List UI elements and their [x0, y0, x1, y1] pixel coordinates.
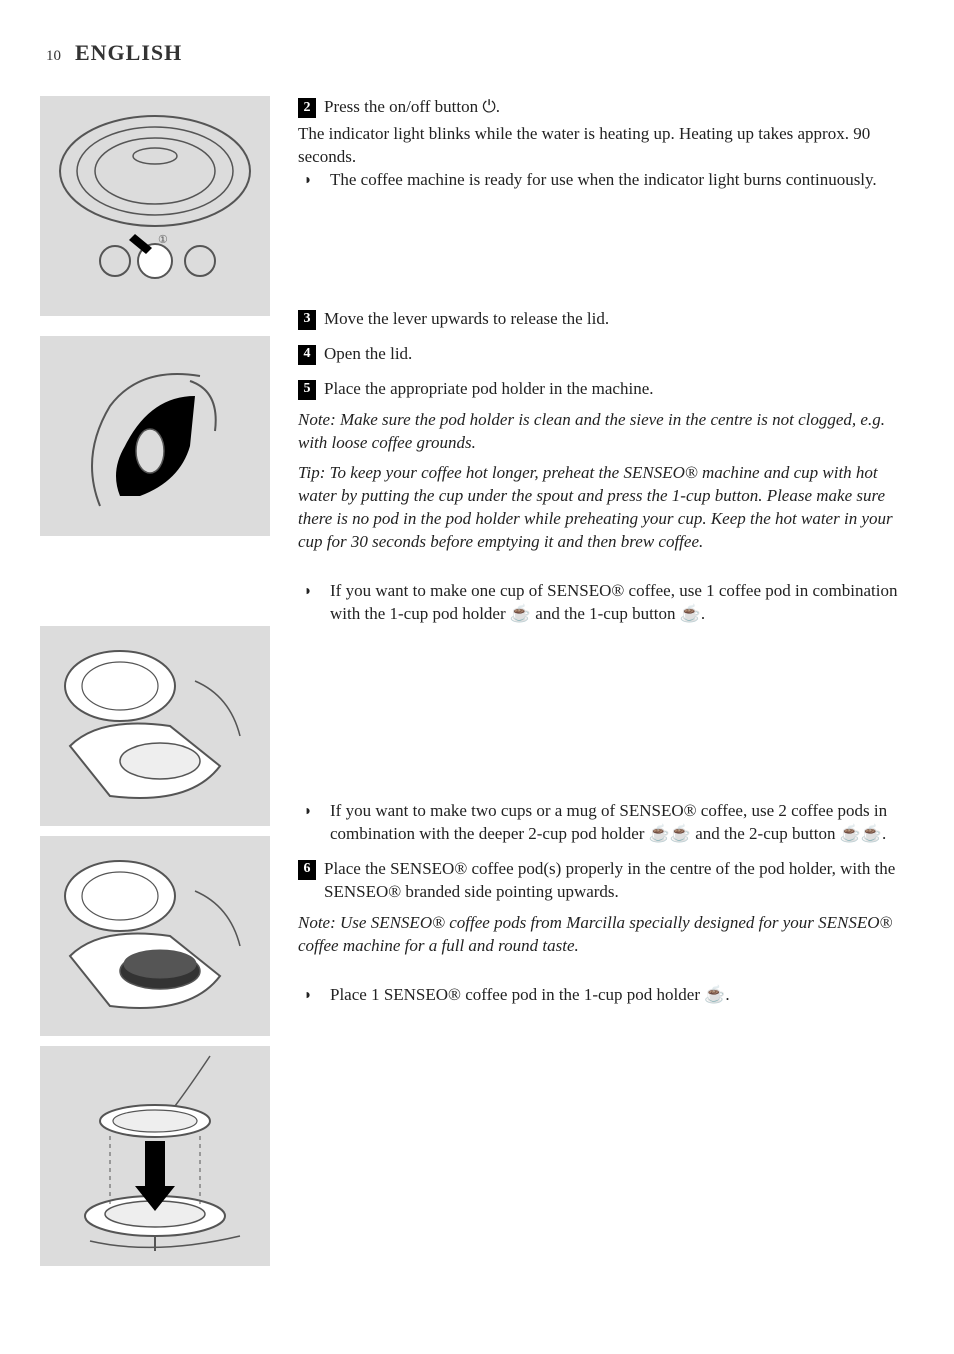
step-line: 3 Move the lever upwards to release the …	[298, 308, 904, 331]
step-number-badge: 2	[298, 98, 316, 118]
bullet-icon: ◗	[304, 987, 318, 1006]
bullet-icon: ◗	[304, 172, 318, 191]
figure-column: ①	[40, 96, 270, 1266]
step-line: 5 Place the appropriate pod holder in th…	[298, 378, 904, 401]
step-after-text: The indicator light blinks while the wat…	[298, 123, 904, 169]
figure-place-pod	[40, 1046, 270, 1266]
svg-text:①: ①	[158, 234, 168, 246]
figure-gap	[40, 826, 270, 836]
step-text: Place the SENSEO® coffee pod(s) properly…	[324, 858, 904, 904]
step-line: 6 Place the SENSEO® coffee pod(s) proper…	[298, 858, 904, 904]
bullet-text: The coffee machine is ready for use when…	[330, 169, 904, 192]
bullet-text: If you want to make one cup of SENSEO® c…	[330, 580, 904, 626]
figure-illustration-icon	[40, 836, 270, 1036]
bullet-line: ◗ The coffee machine is ready for use wh…	[298, 169, 904, 192]
figure-pod-holder-2	[40, 836, 270, 1036]
bullet-line: ◗ If you want to make two cups or a mug …	[298, 800, 904, 846]
figure-pod-holder-1	[40, 626, 270, 826]
figure-top-buttons: ①	[40, 96, 270, 316]
figure-illustration-icon	[40, 626, 270, 826]
language-title: ENGLISH	[75, 40, 182, 66]
figure-gap	[40, 536, 270, 626]
figure-gap	[40, 316, 270, 336]
figure-illustration-icon	[40, 336, 270, 536]
bullet-text: If you want to make two cups or a mug of…	[330, 800, 904, 846]
text-column: 2 Press the on/off button ⏻. The indicat…	[298, 96, 904, 1266]
tip-text: Tip: To keep your coffee hot longer, pre…	[298, 462, 904, 554]
step-number-badge: 3	[298, 310, 316, 330]
figure-illustration-icon: ①	[40, 96, 270, 316]
page-number: 10	[46, 48, 61, 65]
step-line: 2 Press the on/off button ⏻.	[298, 96, 904, 119]
bullet-icon: ◗	[304, 803, 318, 822]
step-text: Place the appropriate pod holder in the …	[324, 378, 654, 401]
manual-page: 10 ENGLISH ①	[0, 0, 954, 1306]
note-text: Note: Use SENSEO® coffee pods from Marci…	[298, 912, 904, 958]
step-text: Press the on/off button ⏻.	[324, 96, 500, 119]
step-text: Move the lever upwards to release the li…	[324, 308, 609, 331]
bullet-line: ◗ If you want to make one cup of SENSEO®…	[298, 580, 904, 626]
step-number-badge: 4	[298, 345, 316, 365]
step-number-badge: 5	[298, 380, 316, 400]
step-line: 4 Open the lid.	[298, 343, 904, 366]
note-text: Note: Make sure the pod holder is clean …	[298, 409, 904, 455]
figure-gap	[40, 1036, 270, 1046]
spacer	[298, 198, 904, 308]
bullet-text: Place 1 SENSEO® coffee pod in the 1-cup …	[330, 984, 904, 1007]
step-text: Open the lid.	[324, 343, 412, 366]
figure-illustration-icon	[40, 1046, 270, 1266]
step-2-block: 2 Press the on/off button ⏻. The indicat…	[298, 96, 904, 192]
figure-lever-lid	[40, 336, 270, 536]
content-row: ①	[40, 96, 904, 1266]
bullet-line: ◗ Place 1 SENSEO® coffee pod in the 1-cu…	[298, 984, 904, 1007]
page-header: 10 ENGLISH	[46, 40, 904, 66]
spacer	[298, 630, 904, 800]
bullet-icon: ◗	[304, 583, 318, 602]
step-number-badge: 6	[298, 860, 316, 880]
